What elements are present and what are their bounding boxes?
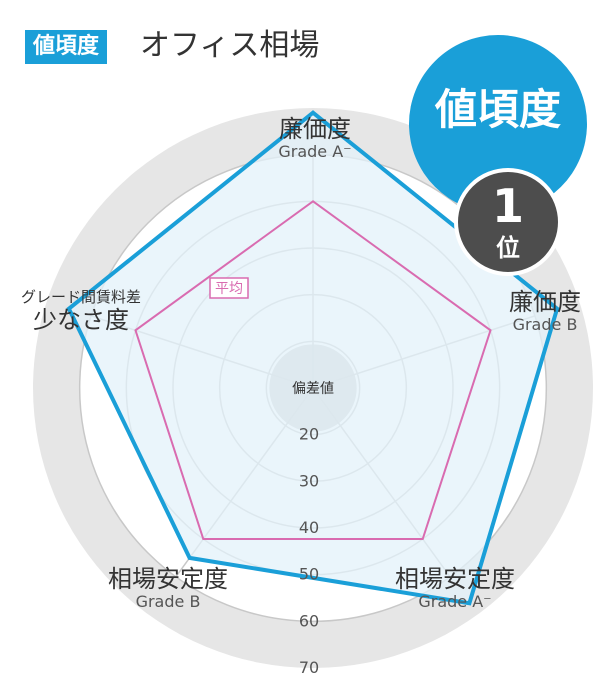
rank-category: 値頃度	[434, 85, 561, 134]
axis-name: 廉価度	[279, 115, 351, 143]
axis-grade: Grade B	[135, 592, 201, 611]
series-polygon	[66, 110, 560, 606]
average-label: 平均	[215, 281, 243, 297]
tick-label: 70	[299, 658, 319, 677]
axis-name: 廉価度	[509, 288, 581, 316]
title-badge: 値頃度	[25, 30, 108, 64]
axis-name: 相場安定度	[395, 565, 515, 593]
rank-badge: 1 位	[454, 168, 562, 276]
axis-name: 相場安定度	[108, 565, 228, 593]
rank-unit: 位	[496, 234, 520, 262]
axis-name: 少なさ度	[33, 306, 129, 334]
scale-label: 偏差値	[292, 381, 334, 397]
rank-category-circle: 値頃度	[409, 35, 587, 213]
tick-label: 30	[299, 471, 319, 490]
axis-label-bottom-left: 相場安定度 Grade B	[98, 565, 238, 611]
axis-label-bottom-right: 相場安定度 Grade A⁻	[385, 565, 525, 611]
axis-grade: Grade A⁻	[278, 142, 352, 161]
tick-label: 20	[299, 425, 319, 444]
tick-label: 60	[299, 611, 319, 630]
axis-label-right: 廉価度 Grade B	[500, 288, 590, 334]
axis-label-top: 廉価度 Grade A⁻	[265, 115, 365, 161]
average-label-box	[209, 277, 249, 299]
page-title: オフィス相場	[140, 28, 320, 63]
axis-subtitle: グレード間賃料差	[20, 288, 141, 306]
average-polygon	[134, 200, 492, 540]
axis-grade: Grade A⁻	[418, 592, 492, 611]
axis-grade: Grade B	[512, 315, 578, 334]
tick-label: 50	[299, 565, 319, 584]
axis-label-left: グレード間賃料差 少なさ度	[6, 288, 156, 334]
rank-number: 1	[491, 179, 524, 233]
tick-label: 40	[299, 518, 319, 537]
